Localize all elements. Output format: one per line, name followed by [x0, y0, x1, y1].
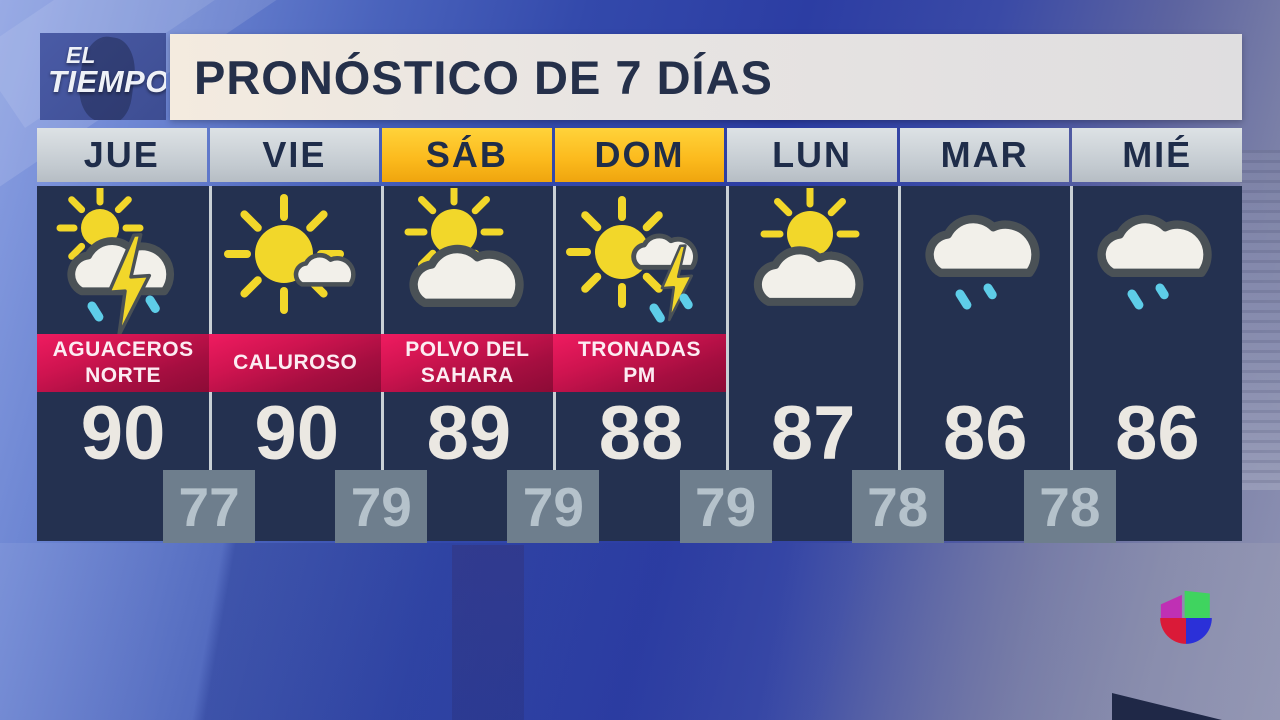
sunny-cloud-lightning-rain-icon — [565, 188, 716, 338]
background-pillar — [452, 545, 524, 720]
day-label: MAR — [940, 134, 1029, 175]
high-temp: 88 — [598, 391, 684, 476]
high-temp: 89 — [426, 391, 512, 476]
condition-text: SAHARA — [420, 364, 514, 387]
sun-cloud-lightning-rain-icon — [48, 184, 198, 338]
day-header-2: SÁB — [382, 128, 552, 182]
high-temp: 90 — [254, 391, 339, 476]
forecast-panel-3: TRONADAS PM 88 — [553, 186, 726, 541]
forecast-panel-2: POLVO DEL SAHARA 89 — [381, 182, 554, 541]
cloud-light-rain-icon — [1082, 188, 1232, 338]
condition-banner: CALUROSO — [209, 334, 382, 392]
el-tiempo-logo: EL TIEMPO — [40, 33, 166, 120]
univision-logo — [1160, 590, 1212, 644]
condition-text: NORTE — [85, 364, 162, 387]
background-shore-silhouette — [1112, 693, 1222, 720]
high-temp: 86 — [1115, 391, 1200, 476]
condition-text: TRONADAS — [577, 338, 701, 361]
condition-banner: AGUACEROS NORTE — [37, 334, 210, 392]
day-label: JUE — [83, 134, 160, 175]
day-label: SÁB — [425, 134, 508, 175]
el-tiempo-logo-line1: EL — [66, 42, 96, 68]
forecast-panel-4: 87 — [725, 184, 898, 541]
day-header-1: VIE — [209, 128, 380, 182]
day-header-6: MIÉ — [1072, 128, 1242, 182]
forecast-board: JUE VIE SÁB DOM LUN MAR MIÉ AGUACEROS NORTE 90 CA… — [37, 128, 1242, 543]
condition-text: AGUACEROS — [52, 338, 194, 361]
el-tiempo-logo-line2: TIEMPO — [48, 64, 166, 99]
day-header-3: DOM — [554, 128, 725, 182]
day-header-4: LUN — [727, 128, 897, 182]
high-temp: 86 — [943, 391, 1028, 476]
forecast-panel-1: CALUROSO 90 — [209, 186, 382, 541]
sun-small-cloud-icon — [222, 188, 372, 338]
condition-banner: TRONADAS PM — [553, 334, 726, 392]
background-facet — [0, 543, 1280, 720]
day-header-5: MAR — [899, 128, 1070, 182]
forecast-panel-6: 86 — [1069, 186, 1242, 541]
partly-cloudy-icon — [738, 184, 888, 338]
forecast-panel-row: AGUACEROS NORTE 90 CALUROSO 90 POLVO DEL SAHAR… — [37, 182, 1242, 541]
condition-text: CALUROSO — [233, 351, 358, 374]
condition-banner: POLVO DEL SAHARA — [381, 334, 554, 392]
background-cityscape — [1240, 150, 1280, 490]
sun-behind-cloud-icon — [394, 182, 544, 338]
high-temp: 90 — [80, 391, 166, 476]
header-bar: PRONÓSTICO DE 7 DÍAS — [170, 34, 1242, 120]
forecast-panel-5: 86 — [897, 186, 1070, 541]
condition-text: PM — [623, 364, 656, 387]
cloud-light-rain-icon — [910, 188, 1060, 338]
day-header-row: JUE VIE SÁB DOM LUN MAR MIÉ — [37, 128, 1242, 182]
high-temp: 87 — [770, 391, 856, 476]
day-label: MIÉ — [1122, 134, 1193, 175]
day-label: LUN — [772, 134, 853, 175]
day-label: VIE — [262, 134, 327, 175]
forecast-panel-0: AGUACEROS NORTE 90 — [37, 184, 210, 541]
day-header-0: JUE — [37, 128, 207, 182]
condition-text: POLVO DEL — [405, 338, 530, 361]
page-title: PRONÓSTICO DE 7 DÍAS — [194, 50, 773, 104]
day-label: DOM — [594, 134, 685, 175]
